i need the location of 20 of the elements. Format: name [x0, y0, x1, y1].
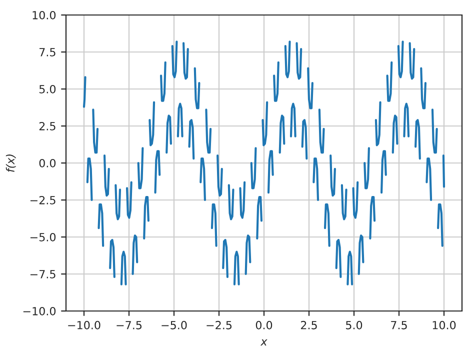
- x-tick-label: −7.5: [116, 321, 142, 330]
- y-tick-label: 2.5: [39, 122, 56, 130]
- y-tick-label: 0.0: [39, 158, 56, 168]
- y-tick-label: 5.0: [39, 84, 56, 94]
- x-tick-label: 10.0: [432, 320, 456, 330]
- y-tick-label: −5.0: [30, 232, 56, 242]
- y-tick-label: 7.5: [40, 48, 56, 56]
- x-tick-label: 7.5: [391, 321, 407, 330]
- y-tick-label: −7.5: [30, 270, 56, 278]
- y-tick-label: 10.0: [32, 10, 56, 20]
- x-tick-label: −2.5: [206, 320, 232, 330]
- x-tick-label: 2.5: [300, 320, 317, 330]
- y-axis-title: f(x): [6, 154, 16, 172]
- y-tick-label: −10.0: [23, 306, 56, 316]
- x-tick-label: 5.0: [346, 320, 362, 330]
- x-tick-label: −10.0: [68, 320, 100, 330]
- y-tick-label: −2.5: [30, 196, 56, 204]
- x-tick-label: −5.0: [162, 320, 187, 330]
- x-axis-title: x: [260, 339, 268, 346]
- x-tick-label: 0.0: [256, 320, 272, 330]
